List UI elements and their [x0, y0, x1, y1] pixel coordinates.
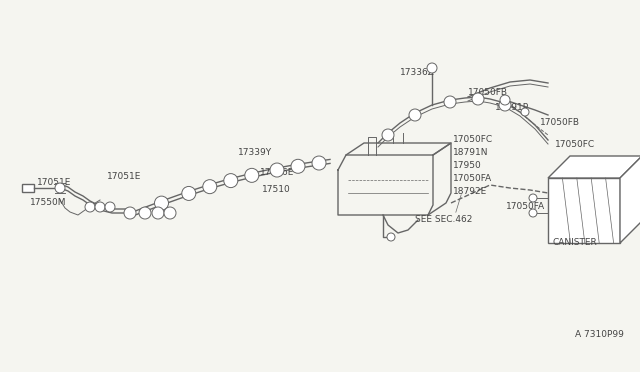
Circle shape	[124, 207, 136, 219]
Text: 17050FB: 17050FB	[540, 118, 580, 127]
Circle shape	[500, 95, 510, 105]
Text: 17506E: 17506E	[260, 168, 294, 177]
Circle shape	[387, 233, 395, 241]
Circle shape	[95, 202, 105, 212]
Bar	[22, 184, 34, 192]
Polygon shape	[620, 156, 640, 243]
Text: 18792E: 18792E	[453, 187, 487, 196]
Text: 17051E: 17051E	[107, 172, 141, 181]
Circle shape	[270, 163, 284, 177]
Circle shape	[291, 159, 305, 173]
Circle shape	[139, 207, 151, 219]
Text: 18791N: 18791N	[453, 148, 488, 157]
Text: 17336Z: 17336Z	[400, 68, 435, 77]
Text: SEE SEC.462: SEE SEC.462	[415, 215, 472, 224]
Text: 17050FB: 17050FB	[468, 88, 508, 97]
Circle shape	[55, 183, 65, 193]
Circle shape	[427, 63, 437, 73]
Circle shape	[382, 129, 394, 141]
Circle shape	[472, 93, 484, 105]
Polygon shape	[548, 156, 640, 178]
Circle shape	[154, 196, 168, 210]
Circle shape	[203, 180, 217, 194]
Text: CANISTER: CANISTER	[552, 238, 597, 247]
Circle shape	[85, 202, 95, 212]
Circle shape	[244, 169, 259, 182]
Circle shape	[164, 207, 176, 219]
Text: 17510: 17510	[262, 185, 291, 194]
Circle shape	[529, 209, 537, 217]
Text: 17051E: 17051E	[37, 178, 72, 187]
Text: 17339Y: 17339Y	[238, 148, 272, 157]
Circle shape	[529, 194, 537, 202]
Circle shape	[499, 99, 511, 111]
Circle shape	[105, 202, 115, 212]
Text: 17050FA: 17050FA	[453, 174, 492, 183]
Circle shape	[312, 156, 326, 170]
Text: 17950: 17950	[453, 161, 482, 170]
Circle shape	[152, 207, 164, 219]
Text: A 7310P99: A 7310P99	[575, 330, 624, 339]
Text: 17050FC: 17050FC	[555, 140, 595, 149]
Circle shape	[182, 186, 196, 201]
Text: 17550M: 17550M	[30, 198, 67, 207]
Bar	[548, 178, 620, 243]
Circle shape	[409, 109, 421, 121]
Circle shape	[521, 108, 529, 116]
Text: 18791P: 18791P	[495, 103, 529, 112]
Circle shape	[224, 174, 238, 187]
Text: 17050FA: 17050FA	[506, 202, 545, 211]
Text: 17050FC: 17050FC	[453, 135, 493, 144]
Circle shape	[444, 96, 456, 108]
